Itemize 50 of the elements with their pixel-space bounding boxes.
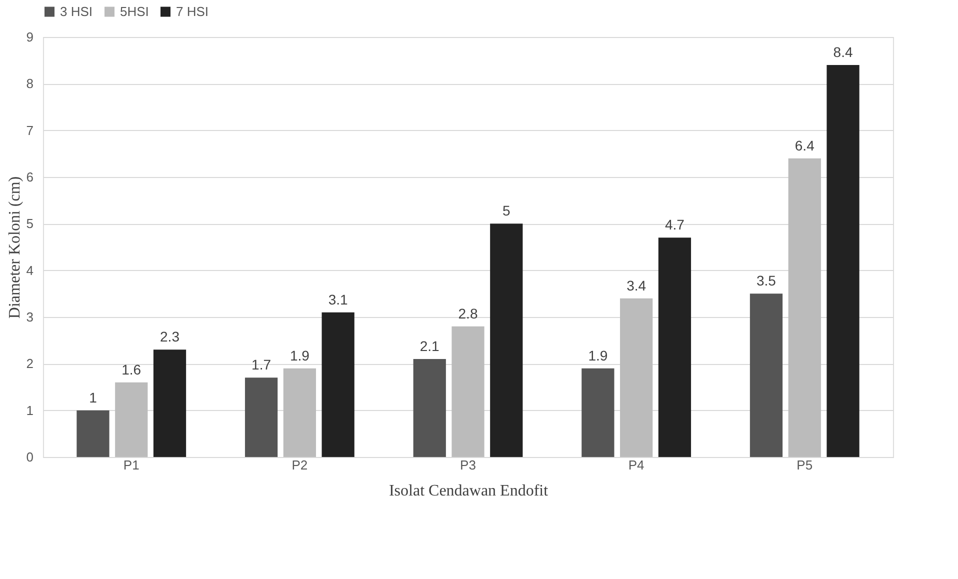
y-tick-label: 1 (26, 402, 34, 418)
data-label: 3.5 (756, 272, 776, 289)
data-label: 1.9 (588, 347, 608, 364)
data-label: 8.4 (833, 44, 853, 60)
x-tick-label: P1 (123, 458, 140, 472)
bar (244, 378, 278, 457)
x-tick-label: P3 (460, 458, 476, 472)
bar (658, 238, 692, 457)
legend-label: 7 HSI (176, 4, 209, 19)
data-label: 3.1 (328, 291, 348, 308)
bar (413, 359, 446, 457)
y-tick-label: 5 (26, 216, 34, 232)
legend-label: 3 HSI (60, 4, 93, 19)
y-tick-label: 9 (26, 30, 34, 44)
bar (490, 224, 523, 457)
data-label: 2.8 (458, 305, 478, 322)
bar (115, 382, 148, 457)
bar (788, 158, 821, 457)
x-tick-label: P4 (628, 458, 644, 472)
data-label: 1.6 (122, 361, 142, 378)
y-tick-label: 8 (26, 76, 34, 92)
data-label: 1.7 (252, 356, 272, 373)
bar (826, 65, 860, 457)
y-tick-label: 4 (26, 262, 34, 278)
y-tick-label: 7 (26, 122, 34, 138)
data-label: 2.1 (420, 338, 440, 354)
y-tick-label: 0 (26, 450, 34, 464)
y-tick-label: 3 (26, 310, 34, 324)
data-label: 3.4 (626, 277, 646, 294)
y-tick-label: 6 (26, 170, 34, 184)
bar (153, 350, 186, 457)
data-label: 2.3 (160, 328, 180, 345)
bar (582, 368, 614, 457)
legend-label: 5HSI (120, 4, 149, 19)
y-tick-label: 2 (26, 356, 34, 372)
x-axis-title: Isolat Cendawan Endofit (388, 482, 549, 500)
data-label: 1 (89, 389, 98, 406)
x-tick-label: P2 (292, 458, 308, 472)
data-label: 1.9 (290, 347, 310, 364)
bar (452, 326, 484, 457)
bar (750, 294, 783, 457)
y-axis-title: Diameter Koloni (cm) (6, 176, 24, 319)
data-label: 5 (502, 202, 510, 219)
bar (283, 368, 316, 457)
x-tick-label: P5 (796, 458, 813, 472)
data-label: 6.4 (794, 137, 815, 154)
bar (76, 410, 110, 457)
bar (620, 298, 653, 457)
data-label: 4.7 (664, 216, 685, 233)
bar (322, 312, 354, 457)
